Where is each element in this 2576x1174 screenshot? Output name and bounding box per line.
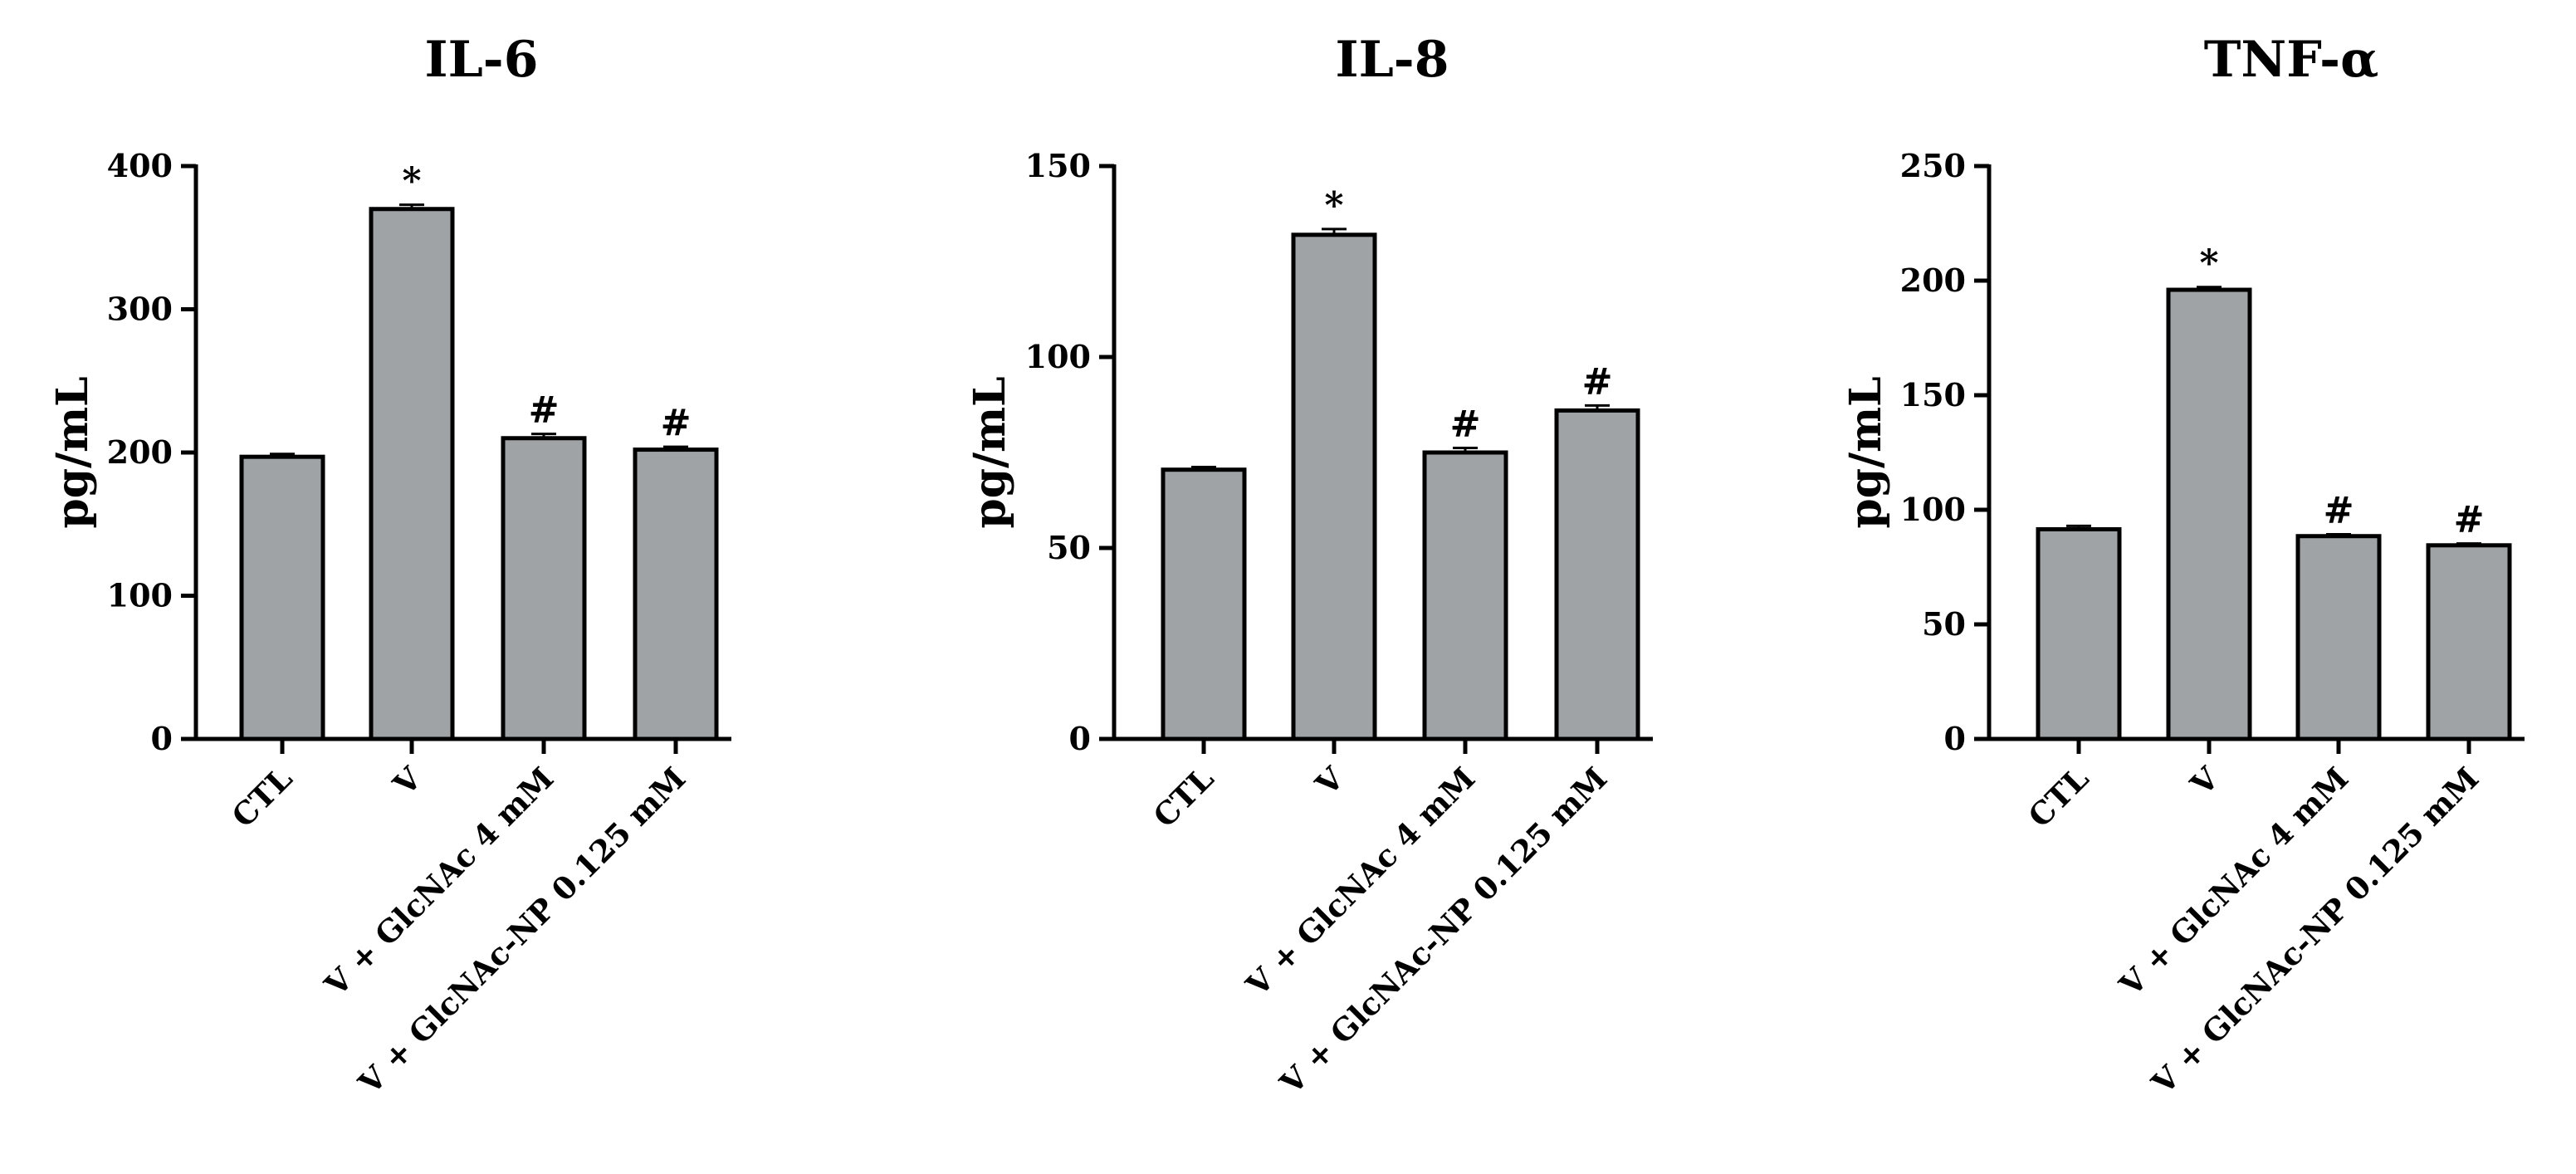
il6-significance-mark-3: #: [661, 402, 692, 444]
il8-y-tick-label-3: 150: [1025, 147, 1091, 184]
tnf-alpha-significance-mark-3: #: [2454, 499, 2485, 541]
tnf-alpha-category-label-0: CTL: [2021, 760, 2096, 834]
il6-category-label-2: V + GlcNAc 4 mM: [317, 760, 561, 1004]
il6-significance-mark-2: #: [529, 389, 560, 432]
tnf-alpha-bar-0: [2036, 526, 2122, 741]
tnf-alpha-y-tick-label-4: 200: [1900, 262, 1966, 299]
il6-significance-mark-1: *: [402, 160, 421, 203]
il8-bar-1: [1291, 232, 1377, 741]
tnf-alpha-bar-2: [2295, 534, 2382, 741]
tnf-alpha-significance-mark-2: #: [2324, 490, 2354, 532]
tnf-alpha-y-tick-label-3: 150: [1900, 376, 1966, 413]
il8-y-tick-label-1: 50: [1047, 529, 1091, 566]
il8-y-tick-label-2: 100: [1025, 338, 1091, 375]
tnf-alpha-y-tick-label-5: 250: [1900, 147, 1966, 184]
il6-y-tick-label-2: 200: [107, 433, 173, 471]
il8-significance-mark-1: *: [1324, 184, 1343, 227]
il6-bar-0: [239, 454, 325, 741]
tnf-alpha-y-tick-label-1: 50: [1922, 605, 1966, 643]
il8-chart-title: IL-8: [1336, 31, 1449, 89]
il6-bar-1: [369, 207, 455, 741]
il6-y-tick-label-4: 400: [107, 147, 173, 184]
il8-bar-0: [1161, 467, 1247, 741]
il8-significance-mark-2: #: [1450, 403, 1481, 445]
il8-category-label-0: CTL: [1146, 760, 1221, 834]
il8-bar-3: [1554, 408, 1640, 741]
il6-bar-3: [633, 448, 719, 741]
tnf-alpha-y-tick-label-2: 100: [1900, 491, 1966, 528]
tnf-alpha-y-tick-label-0: 0: [1944, 720, 1966, 757]
il8-category-label-2: V + GlcNAc 4 mM: [1239, 760, 1483, 1004]
il6-category-label-0: CTL: [225, 760, 300, 834]
il8-bar-2: [1422, 450, 1508, 741]
tnf-alpha-bar-1: [2166, 287, 2252, 741]
tnf-alpha-y-axis-label: pg/mL: [1840, 376, 1891, 528]
il8-y-tick-label-0: 0: [1069, 720, 1091, 757]
tnf-alpha-category-label-1: V: [2183, 759, 2227, 803]
tnf-alpha-chart-title: TNF-α: [2204, 31, 2378, 89]
il8-significance-mark-3: #: [1582, 360, 1613, 403]
il6-y-tick-label-1: 100: [107, 577, 173, 614]
il6-y-axis-label: pg/mL: [47, 376, 98, 528]
tnf-alpha-significance-mark-1: *: [2199, 242, 2218, 285]
il6-y-tick-label-0: 0: [151, 720, 173, 757]
il8-category-label-1: V: [1308, 759, 1352, 803]
il6-category-label-1: V: [385, 759, 429, 803]
il6-y-tick-label-3: 300: [107, 291, 173, 328]
tnf-alpha-category-label-2: V + GlcNAc 4 mM: [2112, 760, 2356, 1004]
tnf-alpha-bar-3: [2426, 543, 2512, 741]
il8-y-axis-label: pg/mL: [965, 376, 1015, 528]
il6-chart-title: IL-6: [425, 31, 539, 89]
il6-bar-2: [501, 436, 587, 741]
